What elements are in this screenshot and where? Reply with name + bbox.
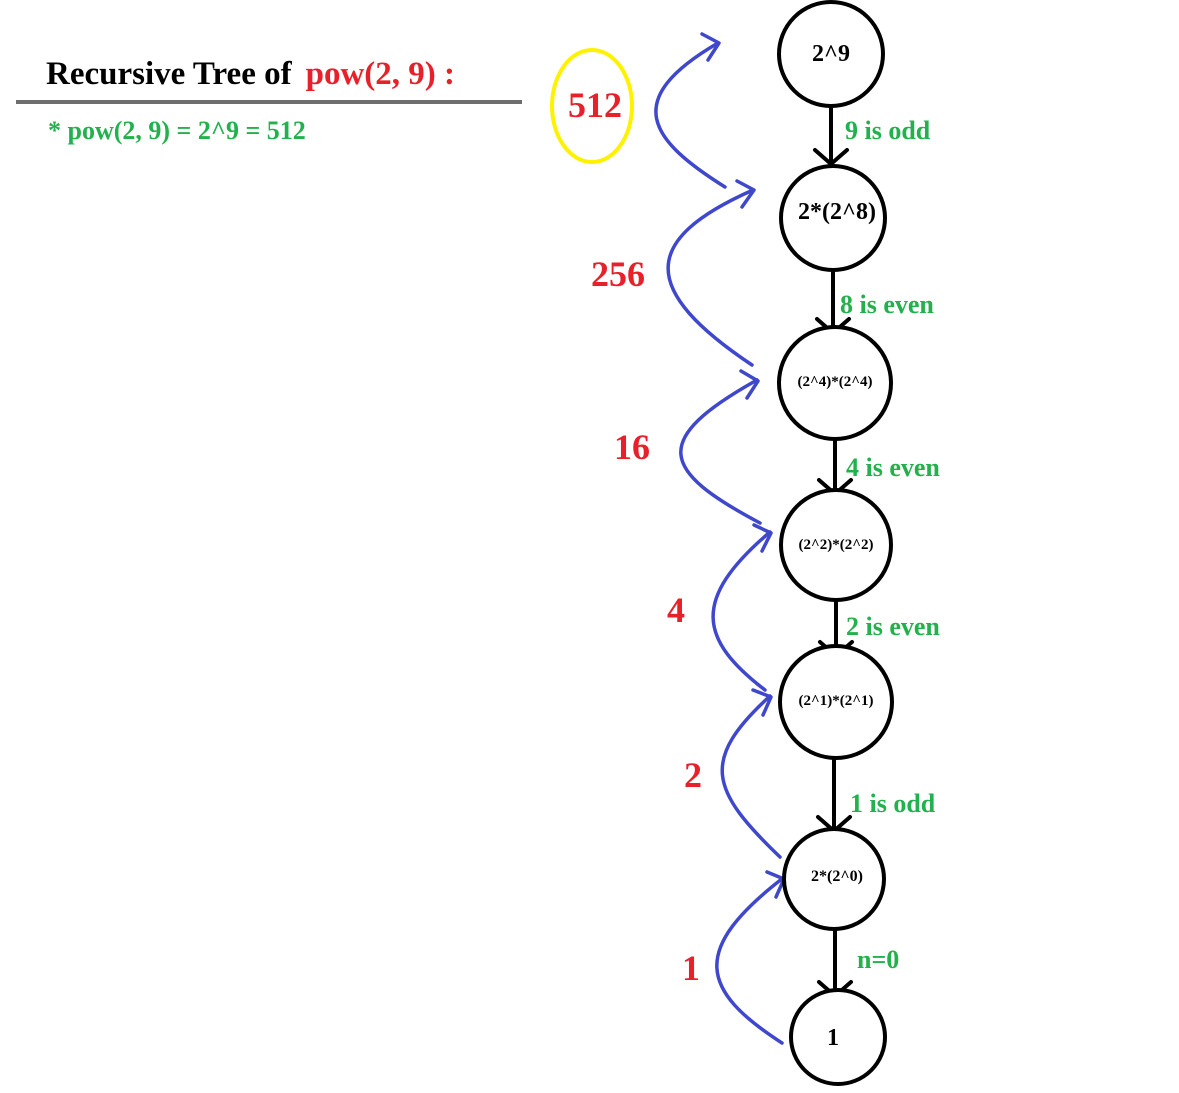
result-note: * pow(2, 9) = 2^9 = 512 [48, 116, 306, 145]
edge-label: 9 is odd [845, 116, 931, 145]
edge-label: 1 is odd [850, 789, 936, 818]
node-label: (2^4)*(2^4) [798, 374, 873, 390]
edge-label: 8 is even [840, 290, 934, 319]
return-value: 16 [614, 427, 650, 467]
return-arrow [715, 870, 786, 1045]
title-underline [16, 100, 522, 104]
edge-label: 4 is even [846, 453, 940, 482]
tree-node [777, 325, 893, 441]
tree-edge [813, 103, 849, 167]
tree-node [779, 164, 887, 272]
return-value: 2 [684, 755, 702, 795]
node-label: (2^1)*(2^1) [799, 693, 874, 709]
tree-node [778, 644, 894, 760]
tree-node [777, 0, 885, 108]
diagram-title: Recursive Tree of pow(2, 9) : [46, 56, 455, 93]
node-label: 2^9 [812, 41, 850, 67]
result-highlight [550, 48, 634, 164]
node-label: 2*(2^0) [811, 868, 863, 885]
edge-label: n=0 [857, 945, 899, 974]
title-prefix: Recursive Tree of [46, 56, 292, 92]
return-value: 4 [667, 590, 685, 630]
tree-node [789, 988, 887, 1086]
node-label: (2^2)*(2^2) [799, 537, 874, 553]
return-value: 256 [591, 254, 645, 294]
tree-edge [817, 927, 853, 999]
return-arrow [654, 32, 727, 189]
return-arrow [679, 369, 762, 525]
tree-edge [816, 750, 852, 834]
edge-label: 2 is even [846, 612, 940, 641]
return-arrow [666, 179, 756, 367]
tree-node [779, 488, 893, 602]
return-value: 512 [568, 85, 622, 125]
return-arrow [720, 688, 782, 859]
return-value: 1 [682, 948, 700, 988]
tree-node [782, 827, 886, 931]
title-call: pow(2, 9) : [305, 56, 455, 92]
node-label: 2*(2^8) [798, 199, 876, 225]
node-label: 1 [827, 1025, 839, 1051]
return-arrow [711, 523, 773, 692]
